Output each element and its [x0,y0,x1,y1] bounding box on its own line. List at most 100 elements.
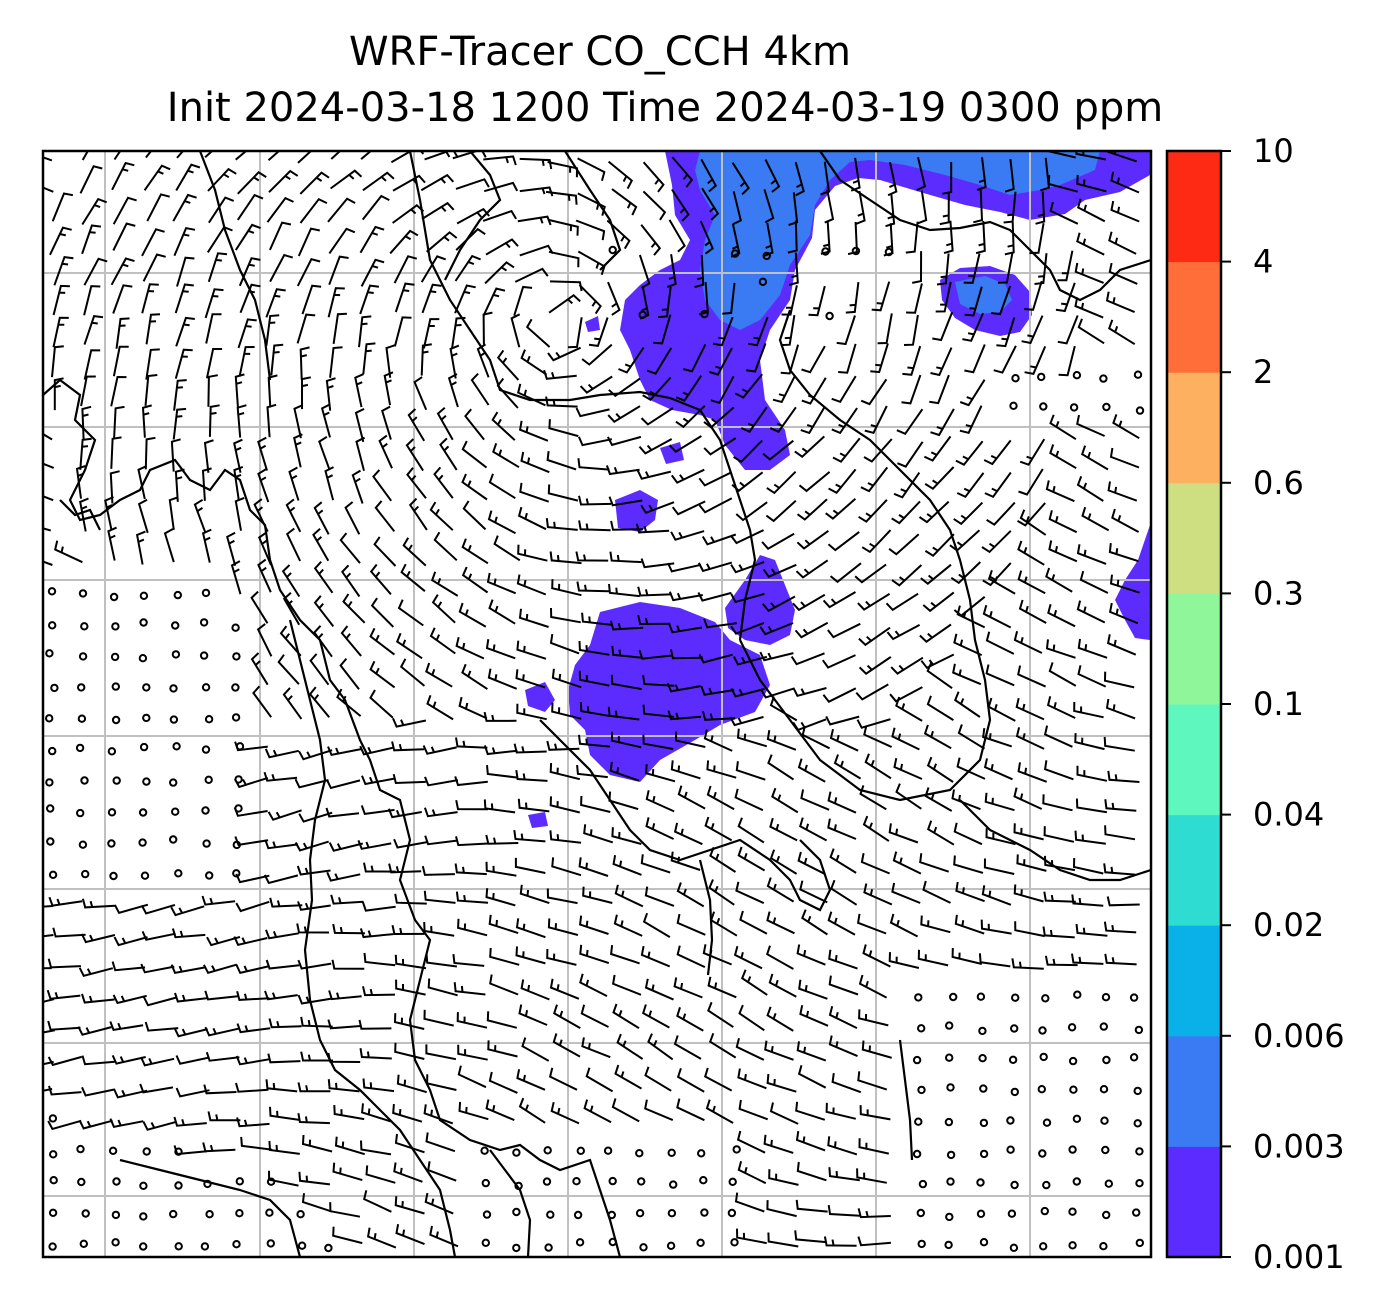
wind-barb [858,626,891,647]
calm-marker [76,1144,85,1154]
wind-barb [640,945,671,968]
calm-marker [232,652,241,661]
wind-barb [267,809,302,821]
wind-barb [518,608,549,628]
wind-barb [298,1171,331,1186]
wind-barb [578,495,612,506]
wind-barb [1076,174,1107,193]
calm-marker [638,310,647,319]
wind-barb [385,344,396,378]
tracer-region-small-1 [615,490,658,532]
wind-barb [394,954,427,970]
wind-barb [173,226,196,257]
wind-barb [265,929,299,940]
calm-marker [700,309,709,319]
wind-barb [858,1138,890,1155]
calm-marker [481,1238,490,1248]
wind-barb [827,622,861,639]
wind-barb [828,468,857,494]
wind-barb [175,163,201,192]
wind-barb [644,1066,672,1092]
wind-barb [205,348,223,379]
wind-barb [959,379,986,407]
wind-barb [710,375,735,404]
wind-barb [297,1113,330,1125]
wind-barb [906,283,923,314]
wind-barb [294,778,329,789]
wind-barb [174,348,193,379]
wind-barb [607,281,621,316]
wind-barb [235,151,248,161]
wind-barb [1057,250,1074,282]
wind-barb [731,162,750,196]
wind-barb [515,669,546,689]
calm-marker [111,1238,120,1247]
wind-barb [436,406,454,441]
wind-barb [296,923,330,934]
tracer-region-northeast-blob-core [955,276,1012,314]
wind-barb [704,1067,733,1092]
wind-barb [107,526,118,561]
wind-barb [1018,468,1044,496]
calm-marker [1129,1053,1139,1062]
wind-barb [513,743,547,754]
wind-barb [425,1132,456,1153]
calm-marker [914,1117,923,1126]
wind-barb [519,482,550,503]
wind-barb [424,835,458,846]
wind-barb [83,349,101,380]
calm-marker [76,808,85,818]
wind-barb [113,936,148,947]
calm-marker [639,1243,648,1252]
wind-barb [47,1119,82,1131]
wind-barb [113,405,125,439]
calm-marker [235,1177,245,1186]
calm-marker [944,1240,953,1250]
map-frame [41,149,1153,1259]
wind-barb [761,532,795,550]
wind-barb [950,561,981,585]
wind-barb [864,753,892,780]
wind-barb [550,607,581,624]
wind-barb [985,828,1016,846]
wind-barb [203,439,214,473]
wind-barb [236,1117,270,1128]
calm-marker [1039,1052,1048,1062]
wind-barb [424,1192,454,1215]
calm-marker [851,246,861,256]
wind-barb [455,800,489,811]
wind-barb [485,1099,515,1122]
wind-barb [924,466,955,490]
wind-barb [482,209,517,222]
calm-marker [138,808,148,817]
calm-marker [1006,1145,1015,1154]
wind-barb [208,196,235,224]
colorbar-segment [1167,151,1221,263]
wind-barb [1108,262,1138,285]
wind-barb [747,316,769,347]
wind-barb [762,439,794,461]
wind-barb [699,220,714,255]
wind-barb [1017,540,1045,566]
wind-barb [267,1053,301,1064]
wind-barb [1111,508,1140,533]
wind-barb [458,1101,489,1121]
wind-barb [433,531,458,562]
wind-barb [677,785,706,810]
calm-marker [232,1240,241,1249]
wind-barb [551,702,582,720]
wind-barb [698,471,733,487]
wind-barb [926,695,954,721]
wind-barb [698,497,733,514]
wind-barb [457,1044,488,1061]
wind-barb [234,836,269,847]
wind-barb [423,1104,454,1125]
wind-barb [671,500,706,516]
wind-barb [640,558,675,569]
wind-barb [575,407,610,418]
wind-barb [235,964,270,975]
wind-barb [203,963,238,974]
calm-marker [1068,1207,1077,1216]
calm-marker [700,1208,709,1217]
calm-marker [1099,374,1108,383]
